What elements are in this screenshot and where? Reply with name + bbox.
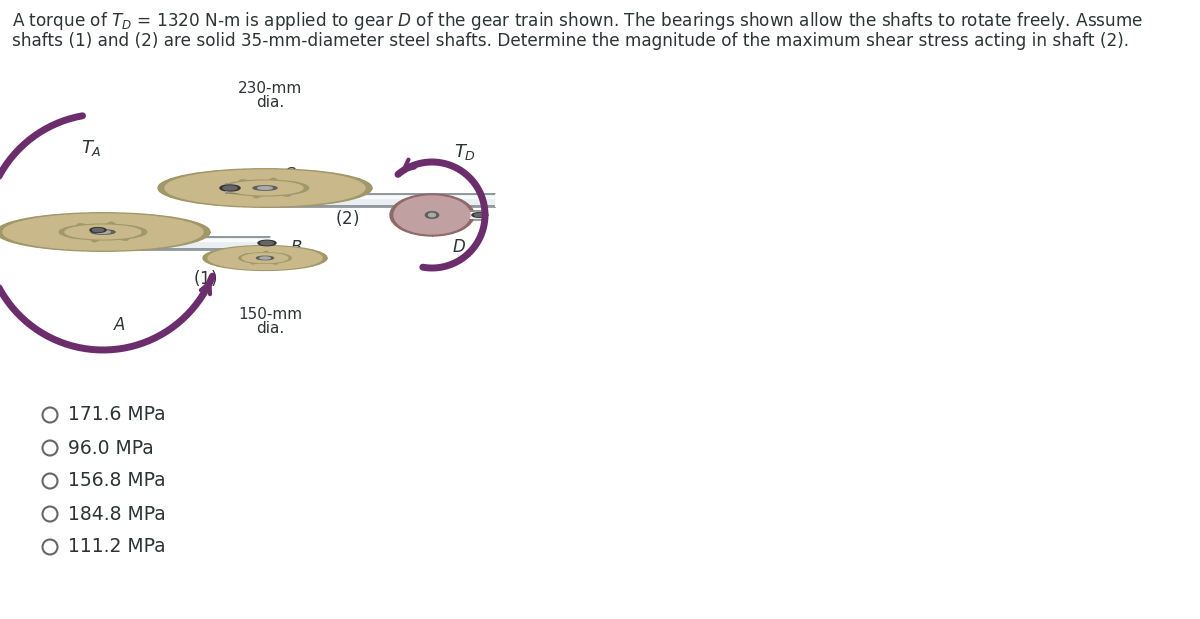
Ellipse shape: [239, 253, 292, 263]
Ellipse shape: [390, 194, 474, 236]
Ellipse shape: [166, 170, 365, 206]
Ellipse shape: [92, 228, 103, 232]
Ellipse shape: [260, 241, 274, 245]
Ellipse shape: [0, 213, 210, 251]
Text: $(2)$: $(2)$: [335, 208, 359, 228]
FancyBboxPatch shape: [432, 212, 482, 219]
Text: $C$: $C$: [283, 166, 296, 184]
Ellipse shape: [260, 257, 270, 259]
FancyBboxPatch shape: [226, 184, 270, 191]
Text: $T_D$: $T_D$: [454, 142, 476, 162]
FancyBboxPatch shape: [103, 238, 270, 248]
Ellipse shape: [257, 256, 274, 260]
Ellipse shape: [59, 224, 146, 240]
Ellipse shape: [208, 246, 322, 269]
Ellipse shape: [472, 212, 488, 217]
FancyBboxPatch shape: [226, 183, 270, 193]
Text: $T_A$: $T_A$: [82, 138, 102, 158]
Text: $A$: $A$: [113, 316, 126, 334]
Ellipse shape: [258, 187, 272, 189]
Ellipse shape: [258, 240, 276, 246]
FancyBboxPatch shape: [103, 236, 270, 250]
Text: 171.6 MPa: 171.6 MPa: [67, 405, 166, 425]
Text: $(1)$: $(1)$: [193, 268, 217, 288]
Text: 96.0 MPa: 96.0 MPa: [67, 438, 154, 457]
Ellipse shape: [425, 212, 439, 219]
Ellipse shape: [96, 231, 110, 233]
Text: 156.8 MPa: 156.8 MPa: [67, 472, 166, 490]
Ellipse shape: [221, 180, 308, 196]
FancyBboxPatch shape: [260, 195, 496, 205]
Ellipse shape: [227, 181, 302, 195]
Text: $B$: $B$: [290, 239, 302, 257]
Text: dia.: dia.: [256, 95, 284, 110]
Ellipse shape: [90, 228, 106, 232]
Text: shafts (1) and (2) are solid 35-mm-diameter steel shafts. Determine the magnitud: shafts (1) and (2) are solid 35-mm-diame…: [12, 32, 1129, 50]
Ellipse shape: [474, 214, 486, 217]
Ellipse shape: [158, 169, 372, 207]
Ellipse shape: [394, 196, 470, 234]
FancyBboxPatch shape: [432, 210, 482, 220]
Text: 184.8 MPa: 184.8 MPa: [67, 504, 166, 524]
Ellipse shape: [203, 246, 326, 271]
Ellipse shape: [220, 185, 240, 191]
Ellipse shape: [65, 225, 142, 239]
Text: 230-mm: 230-mm: [238, 81, 302, 96]
Ellipse shape: [253, 186, 277, 190]
Text: A torque of $T_D$ = 1320 N-m is applied to gear $D$ of the gear train shown. The: A torque of $T_D$ = 1320 N-m is applied …: [12, 10, 1144, 32]
Text: dia.: dia.: [256, 321, 284, 336]
Ellipse shape: [2, 214, 203, 250]
Ellipse shape: [428, 214, 436, 217]
Text: 150-mm: 150-mm: [238, 307, 302, 322]
Ellipse shape: [242, 253, 288, 262]
Text: 111.2 MPa: 111.2 MPa: [67, 537, 166, 556]
Ellipse shape: [223, 186, 238, 190]
Ellipse shape: [91, 230, 115, 234]
FancyBboxPatch shape: [260, 193, 496, 207]
Text: $D$: $D$: [452, 238, 466, 256]
